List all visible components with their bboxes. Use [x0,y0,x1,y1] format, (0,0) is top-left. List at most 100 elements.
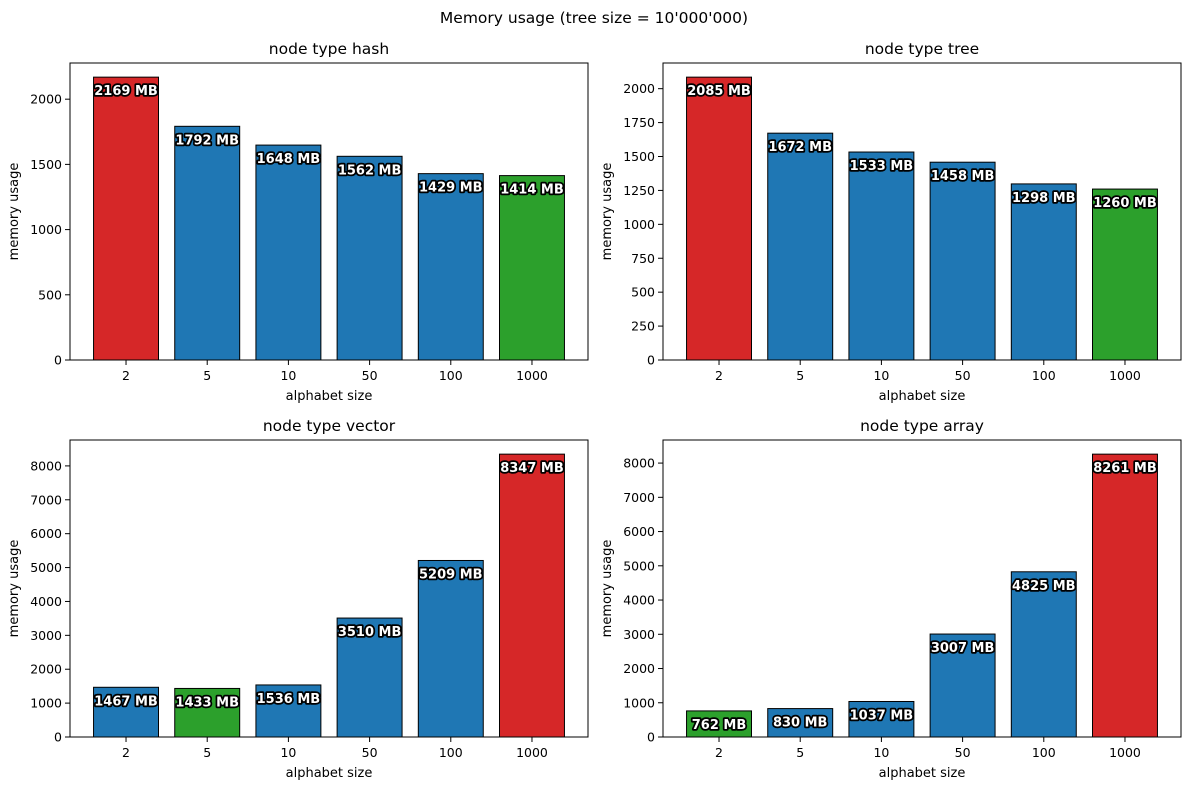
y-tick-label: 7000 [623,490,655,505]
y-tick-label: 1750 [623,115,655,130]
y-tick-label: 2000 [30,92,62,107]
x-tick-label: 1000 [1109,368,1141,383]
y-tick-label: 1000 [30,696,62,711]
axes-frame [662,62,1182,361]
bar-label: 1536 MB [257,692,321,707]
y-axis-label: memory usage [600,540,615,638]
y-tick-label: 2000 [30,662,62,677]
bar-label: 1792 MB [175,133,239,148]
y-tick-label: 5000 [30,560,62,575]
bar-label: 1648 MB [257,152,321,167]
bar-label: 2169 MB [94,84,158,99]
bar-label: 762 MB [692,718,747,733]
bar-label: 830 MB [773,716,828,731]
bar-label: 1414 MB [500,183,564,198]
x-tick-label: 50 [362,368,378,383]
bar [255,144,322,361]
bar [499,453,565,738]
bar [1092,188,1158,361]
y-tick-label: 0 [54,353,62,368]
bar-label: 1458 MB [931,169,995,184]
axes-frame [69,62,589,361]
y-tick-label: 6000 [30,526,62,541]
x-tick-label: 100 [439,745,463,760]
x-tick-label: 2 [122,745,130,760]
y-tick-label: 500 [38,287,62,302]
subplot-3: node type array 762 MB 830 MB 1037 MB 3007 M… [600,417,1182,781]
y-tick-label: 4000 [623,593,655,608]
bar [1010,183,1077,361]
y-axis-label: memory usage [7,540,22,638]
y-tick-label: 1000 [623,217,655,232]
subplot-title: node type tree [865,40,979,58]
y-tick-label: 500 [631,285,655,300]
x-axis-label: alphabet size [286,766,373,781]
y-tick-label: 0 [647,353,655,368]
bar [417,173,484,361]
bar [686,710,752,738]
bar [93,76,159,361]
x-tick-label: 10 [873,745,889,760]
subplot-title: node type hash [269,40,389,58]
bar-label: 1433 MB [175,695,239,710]
x-tick-label: 100 [1032,368,1056,383]
subplots: node type hash 2169 MB 1792 MB 1648 MB 1562 … [7,40,1182,781]
subplot-0: node type hash 2169 MB 1792 MB 1648 MB 1562 … [7,40,589,404]
subplot-title: node type array [860,417,984,435]
x-tick-label: 50 [362,745,378,760]
y-tick-label: 1000 [623,695,655,710]
bar [686,76,752,361]
y-tick-label: 250 [631,319,655,334]
y-tick-label: 5000 [623,558,655,573]
x-tick-label: 1000 [1109,745,1141,760]
bar-label: 1562 MB [338,163,402,178]
bar [336,617,403,738]
bar-label: 3510 MB [338,625,402,640]
y-tick-label: 1500 [30,157,62,172]
bar-label: 1298 MB [1012,191,1076,206]
y-axis-label: memory usage [600,163,615,261]
x-tick-label: 5 [203,745,211,760]
bar [929,633,996,738]
bar [336,155,403,361]
bar [848,151,915,361]
y-axis-label: memory usage [7,163,22,261]
bar [1092,453,1158,738]
x-tick-label: 50 [955,368,971,383]
bar [93,686,159,738]
y-tick-label: 7000 [30,492,62,507]
x-tick-label: 2 [715,745,723,760]
x-tick-label: 100 [439,368,463,383]
x-tick-label: 10 [280,368,296,383]
x-tick-label: 5 [203,368,211,383]
x-tick-label: 2 [715,368,723,383]
x-tick-label: 1000 [516,745,548,760]
bar-label: 8347 MB [500,461,564,476]
bar-label: 1533 MB [850,159,914,174]
x-axis-label: alphabet size [286,389,373,404]
subplot-title: node type vector [263,417,396,435]
axes-frame [69,439,589,738]
bar-label: 5209 MB [419,567,483,582]
y-tick-label: 8000 [623,456,655,471]
bar [417,559,484,738]
figure-suptitle: Memory usage (tree size = 10'000'000) [440,9,748,27]
subplot-1: node type tree 2085 MB 1672 MB 1533 MB 1458 … [600,40,1182,404]
y-tick-label: 1000 [30,222,62,237]
x-tick-label: 10 [280,745,296,760]
bar [767,132,834,361]
bar-label: 1037 MB [850,708,914,723]
y-tick-label: 1250 [623,183,655,198]
y-tick-label: 750 [631,251,655,266]
y-tick-label: 8000 [30,458,62,473]
subplot-2: node type vector 1467 MB 1433 MB 1536 MB 351… [7,417,589,781]
y-tick-label: 0 [54,730,62,745]
y-tick-label: 3000 [30,628,62,643]
bar-label: 4825 MB [1012,579,1076,594]
bar-label: 2085 MB [687,84,751,99]
bar-label: 1260 MB [1093,196,1157,211]
x-tick-label: 50 [955,745,971,760]
x-axis-label: alphabet size [879,766,966,781]
x-tick-label: 5 [796,368,804,383]
x-axis-label: alphabet size [879,389,966,404]
